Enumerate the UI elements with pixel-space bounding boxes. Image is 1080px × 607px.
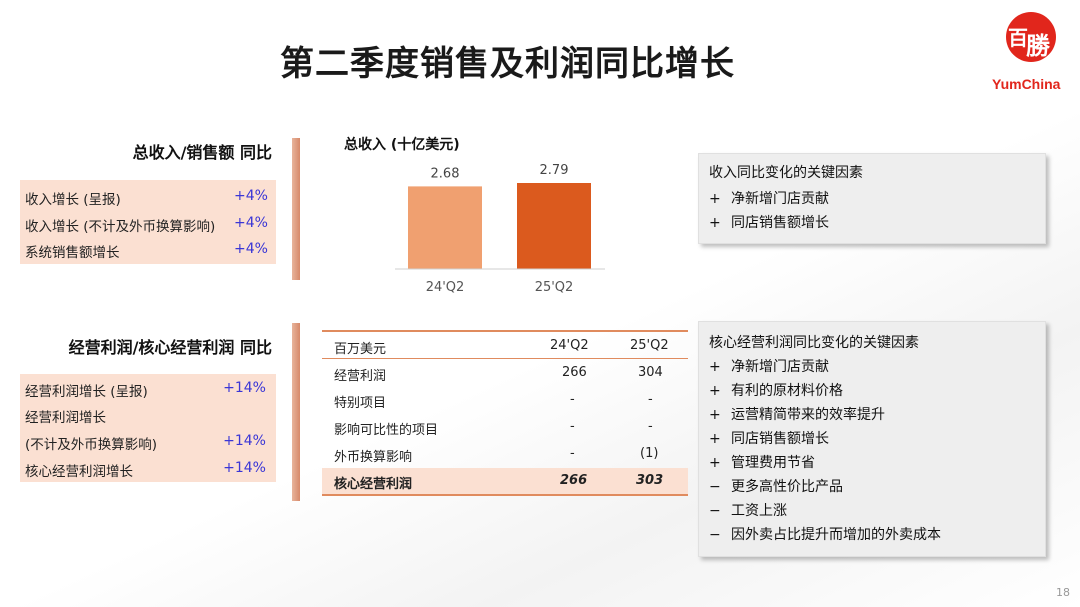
table-cell: 影响可比性的项目 [334, 423, 439, 438]
table-cell: - [648, 392, 653, 407]
factor-sign: + [709, 407, 721, 423]
profit-kv-panel: 经营利润增长 (呈报) +14% 经营利润增长 (不计及外币换算影响) +14%… [20, 374, 276, 482]
page-number: 18 [1056, 586, 1070, 599]
revenue-kv-panel: 收入增长 (呈报) +4% 收入增长 (不计及外币换算影响) +4% 系统销售额… [20, 180, 276, 264]
revenue-heading: 总收入/销售额 同比 [132, 143, 272, 162]
revenue-factor-item: + 净新增门店贡献 [709, 188, 829, 208]
table-total-row [322, 468, 688, 494]
profit-row-value: +14% [223, 433, 266, 449]
revenue-row-value: +4% [234, 215, 268, 231]
factor-text: 运营精简带来的效率提升 [731, 407, 885, 423]
table-header: 25'Q2 [630, 338, 669, 353]
profit-factor-item: + 同店销售额增长 [709, 428, 829, 448]
factor-text: 工资上涨 [731, 503, 787, 519]
factor-sign: + [709, 359, 721, 375]
factor-sign: − [709, 479, 721, 495]
revenue-row-label: 收入增长 (不计及外币换算影响) [25, 219, 216, 235]
profit-divider [292, 323, 300, 501]
table-cell: - [648, 419, 653, 434]
factor-text: 同店销售额增长 [731, 215, 829, 231]
revenue-row-value: +4% [234, 188, 268, 204]
factor-sign: − [709, 527, 721, 543]
factor-text: 净新增门店贡献 [731, 359, 829, 375]
profit-factor-item: + 管理费用节省 [709, 452, 815, 472]
table-cell: 经营利润 [334, 369, 387, 384]
profit-row-value: +14% [223, 380, 266, 396]
factor-text: 同店销售额增长 [731, 431, 829, 447]
table-cell: - [570, 446, 575, 461]
logo-char-1: 百 [1008, 26, 1028, 50]
factor-sign: + [709, 431, 721, 447]
logo-wordmark: YumChina [992, 76, 1061, 92]
factor-sign: + [709, 215, 721, 231]
profit-factors-title: 核心经营利润同比变化的关键因素 [709, 335, 919, 351]
revenue-factors-box: 收入同比变化的关键因素 + 净新增门店贡献 + 同店销售额增长 [698, 153, 1046, 244]
bar-value-label: 2.79 [540, 163, 569, 178]
profit-factor-item: + 有利的原材料价格 [709, 380, 843, 400]
profit-factor-item: + 运营精简带来的效率提升 [709, 404, 885, 424]
factor-sign: − [709, 503, 721, 519]
profit-factor-item: − 更多高性价比产品 [709, 476, 843, 496]
factor-sign: + [709, 191, 721, 207]
table-cell: (1) [640, 446, 659, 461]
revenue-divider [292, 138, 300, 280]
table-total-value: 303 [636, 473, 664, 488]
factor-text: 有利的原材料价格 [731, 383, 843, 399]
factor-text: 管理费用节省 [731, 455, 815, 471]
revenue-row-label: 收入增长 (呈报) [25, 192, 121, 208]
factor-sign: + [709, 455, 721, 471]
profit-factor-item: + 净新增门店贡献 [709, 356, 829, 376]
table-cell: 266 [562, 365, 587, 380]
factor-text: 净新增门店贡献 [731, 191, 829, 207]
factor-sign: + [709, 383, 721, 399]
page-title: 第二季度销售及利润同比增长 [280, 44, 735, 84]
factor-text: 更多高性价比产品 [731, 479, 843, 495]
chart-title: 总收入 (十亿美元) [344, 137, 460, 153]
profit-row-label: 经营利润增长 (呈报) [25, 384, 148, 400]
table-cell: 外币换算影响 [334, 450, 413, 465]
table-cell: - [570, 419, 575, 434]
profit-factors-box: 核心经营利润同比变化的关键因素 + 净新增门店贡献 + 有利的原材料价格 + 运营精简… [698, 321, 1046, 557]
table-cell: 304 [638, 365, 663, 380]
profit-heading: 经营利润/核心经营利润 同比 [68, 338, 272, 357]
profit-factor-item: − 工资上涨 [709, 500, 787, 520]
factor-text: 因外卖占比提升而增加的外卖成本 [731, 527, 941, 543]
category-label: 25'Q2 [535, 280, 574, 295]
table-total-label: 核心经营利润 [334, 477, 413, 492]
bar-24'Q2 [408, 186, 482, 269]
profit-row-label: (不计及外币换算影响) [25, 437, 158, 453]
bar-25'Q2 [517, 183, 591, 269]
profit-factor-item: − 因外卖占比提升而增加的外卖成本 [709, 524, 941, 544]
revenue-bar-chart: 2.68 24'Q2 2.79 25'Q2 [395, 163, 605, 295]
table-bottom-rule [322, 494, 688, 496]
table-header: 24'Q2 [550, 338, 589, 353]
table-top-rule [322, 330, 688, 332]
table-cell: 特别项目 [334, 396, 387, 411]
table-header: 百万美元 [334, 342, 387, 357]
table-cell: - [570, 392, 575, 407]
revenue-row-value: +4% [234, 241, 268, 257]
category-label: 24'Q2 [426, 280, 465, 295]
revenue-factors-title: 收入同比变化的关键因素 [709, 165, 863, 181]
logo-char-2: 勝 [1026, 31, 1050, 60]
profit-row-value: +14% [223, 460, 266, 476]
logo-badge-icon [1006, 12, 1056, 62]
revenue-row-label: 系统销售额增长 [25, 245, 120, 261]
yumchina-logo: 百 勝 YumChina [992, 12, 1072, 96]
bar-value-label: 2.68 [431, 166, 460, 181]
revenue-factor-item: + 同店销售额增长 [709, 212, 829, 232]
table-total-value: 266 [560, 473, 588, 488]
table-header-rule [322, 358, 688, 359]
profit-row-label: 经营利润增长 [25, 410, 106, 426]
profit-row-label: 核心经营利润增长 [25, 464, 133, 480]
